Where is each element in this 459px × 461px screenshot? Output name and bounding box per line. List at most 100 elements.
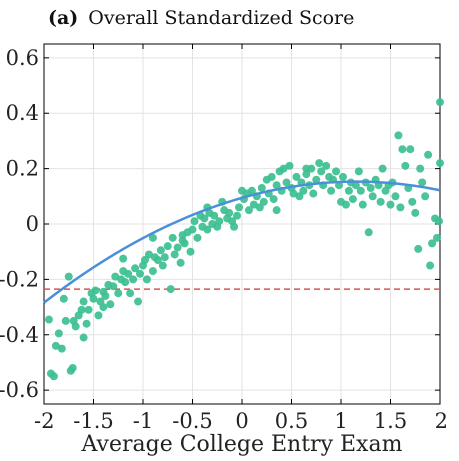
x-tick-label: 1.5 (374, 409, 407, 433)
data-point (315, 159, 324, 168)
data-point (309, 189, 318, 198)
data-point (247, 186, 256, 195)
x-tick-label: -1 (133, 409, 153, 433)
data-point (160, 253, 169, 262)
data-point (435, 217, 444, 226)
data-point (295, 192, 304, 201)
data-point (111, 272, 120, 281)
y-axis: -0.6 -0.4 -0.2 0 0.2 0.4 0.6 (0, 46, 440, 402)
data-point (406, 145, 415, 154)
data-point (344, 186, 353, 195)
y-tick-label: -0.2 (0, 267, 39, 291)
data-point (121, 278, 130, 287)
data-point (378, 164, 387, 173)
data-point (136, 269, 145, 278)
data-point (414, 244, 423, 253)
data-point (332, 167, 341, 176)
data-point (341, 200, 350, 209)
data-point (77, 305, 86, 314)
data-point (279, 164, 288, 173)
data-point (299, 186, 308, 195)
data-point (368, 192, 377, 201)
data-point (134, 297, 143, 306)
data-point (230, 222, 239, 231)
data-point (200, 214, 209, 223)
data-point (126, 289, 135, 298)
data-point (322, 161, 331, 170)
data-point (54, 329, 63, 338)
data-point (210, 211, 219, 220)
fit-curve-group (43, 180, 441, 304)
data-point (426, 261, 435, 270)
data-point (119, 254, 128, 263)
data-point (114, 289, 123, 298)
data-point (193, 233, 202, 242)
data-points (44, 98, 444, 381)
x-axis: -2 -1.5 -1 -0.5 0 0.5 1 1.5 2 (34, 44, 448, 433)
data-point (408, 197, 417, 206)
data-point (386, 200, 395, 209)
chart-title: (a) Overall Standardized Score (48, 7, 354, 29)
data-point (94, 311, 103, 320)
data-point (148, 267, 157, 276)
x-tick-label: 0 (235, 409, 248, 433)
data-point (436, 98, 444, 107)
data-point (259, 197, 268, 206)
data-point (348, 195, 357, 204)
data-point (170, 250, 179, 259)
data-point (235, 203, 244, 212)
data-point (188, 225, 197, 234)
data-point (285, 161, 294, 170)
data-point (366, 184, 375, 192)
data-point (267, 172, 276, 181)
data-point (99, 303, 108, 312)
data-point (317, 167, 326, 176)
data-point (176, 258, 185, 267)
data-point (129, 275, 138, 284)
data-point (163, 242, 172, 251)
x-tick-label: 2 (435, 409, 448, 433)
data-point (396, 203, 405, 212)
data-point (142, 275, 151, 284)
data-point (289, 189, 298, 198)
data-point (190, 217, 199, 226)
data-point (140, 256, 149, 264)
data-point (68, 364, 77, 372)
data-point (119, 267, 128, 276)
data-point (178, 236, 187, 245)
data-point (358, 200, 367, 209)
data-point (292, 172, 301, 181)
data-point (364, 228, 373, 237)
data-point (282, 178, 291, 187)
y-tick-label: 0.2 (6, 157, 39, 181)
data-point (272, 181, 281, 190)
data-point (302, 170, 311, 179)
y-tick-label: 0.4 (6, 101, 39, 125)
data-point (351, 181, 360, 190)
data-point (203, 225, 212, 234)
data-point (156, 246, 165, 255)
data-point (233, 211, 242, 220)
data-point (272, 206, 281, 215)
data-point (44, 315, 53, 324)
data-point (428, 239, 437, 248)
data-point (302, 164, 311, 173)
x-tick-label: -1.5 (73, 409, 114, 433)
data-point (376, 197, 385, 206)
data-point (186, 247, 195, 256)
data-point (61, 316, 70, 325)
data-point (148, 233, 157, 242)
x-tick-label: -2 (34, 409, 54, 433)
data-point (158, 261, 167, 270)
data-point (109, 282, 118, 291)
data-point (101, 292, 110, 300)
data-point (173, 243, 182, 252)
x-tick-label: 0.5 (275, 409, 308, 433)
data-point (249, 200, 258, 209)
data-point (418, 178, 427, 187)
data-point (153, 256, 162, 264)
data-point (215, 217, 224, 226)
data-point (225, 208, 234, 217)
data-point (312, 175, 321, 184)
